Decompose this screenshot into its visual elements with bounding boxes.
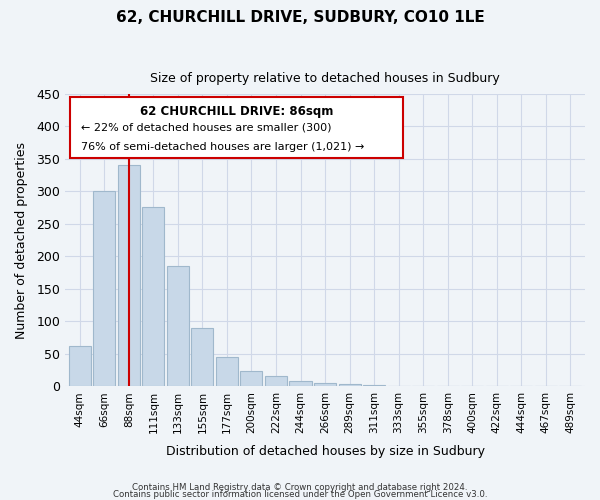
Text: Contains public sector information licensed under the Open Government Licence v3: Contains public sector information licen…: [113, 490, 487, 499]
Bar: [69, 346, 91, 387]
Bar: [338, 384, 361, 386]
Text: Contains HM Land Registry data © Crown copyright and database right 2024.: Contains HM Land Registry data © Crown c…: [132, 484, 468, 492]
Bar: [142, 208, 164, 386]
X-axis label: Distribution of detached houses by size in Sudbury: Distribution of detached houses by size …: [166, 444, 485, 458]
Bar: [118, 165, 140, 386]
Bar: [363, 385, 385, 386]
Bar: [241, 371, 262, 386]
Text: 62 CHURCHILL DRIVE: 86sqm: 62 CHURCHILL DRIVE: 86sqm: [140, 106, 334, 118]
Text: 76% of semi-detached houses are larger (1,021) →: 76% of semi-detached houses are larger (…: [80, 142, 364, 152]
Text: 62, CHURCHILL DRIVE, SUDBURY, CO10 1LE: 62, CHURCHILL DRIVE, SUDBURY, CO10 1LE: [116, 10, 484, 25]
Text: ← 22% of detached houses are smaller (300): ← 22% of detached houses are smaller (30…: [80, 123, 331, 133]
Bar: [289, 381, 311, 386]
Y-axis label: Number of detached properties: Number of detached properties: [15, 142, 28, 338]
Bar: [93, 191, 115, 386]
Bar: [216, 357, 238, 386]
Bar: [314, 383, 336, 386]
Title: Size of property relative to detached houses in Sudbury: Size of property relative to detached ho…: [150, 72, 500, 86]
Bar: [167, 266, 189, 386]
Bar: [191, 328, 214, 386]
FancyBboxPatch shape: [70, 96, 403, 158]
Bar: [265, 376, 287, 386]
